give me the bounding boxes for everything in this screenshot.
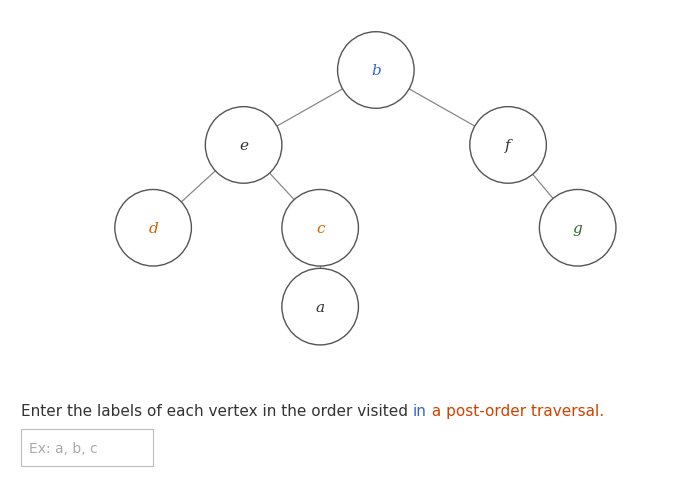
Ellipse shape xyxy=(338,33,414,109)
Text: f: f xyxy=(505,139,511,153)
Text: b: b xyxy=(371,64,381,78)
Ellipse shape xyxy=(470,108,546,184)
Ellipse shape xyxy=(539,190,616,266)
Text: c: c xyxy=(316,221,324,235)
Text: a: a xyxy=(315,300,325,314)
Ellipse shape xyxy=(282,190,358,266)
Ellipse shape xyxy=(205,108,282,184)
Text: in: in xyxy=(413,403,427,418)
Text: a post-order traversal.: a post-order traversal. xyxy=(427,403,603,418)
Text: Ex: a, b, c: Ex: a, b, c xyxy=(29,441,98,455)
Ellipse shape xyxy=(115,190,191,266)
Text: Enter the labels of each vertex in the order visited: Enter the labels of each vertex in the o… xyxy=(21,403,413,418)
Text: g: g xyxy=(573,221,583,235)
Ellipse shape xyxy=(282,269,358,345)
Text: d: d xyxy=(148,221,158,235)
Text: e: e xyxy=(239,139,248,153)
